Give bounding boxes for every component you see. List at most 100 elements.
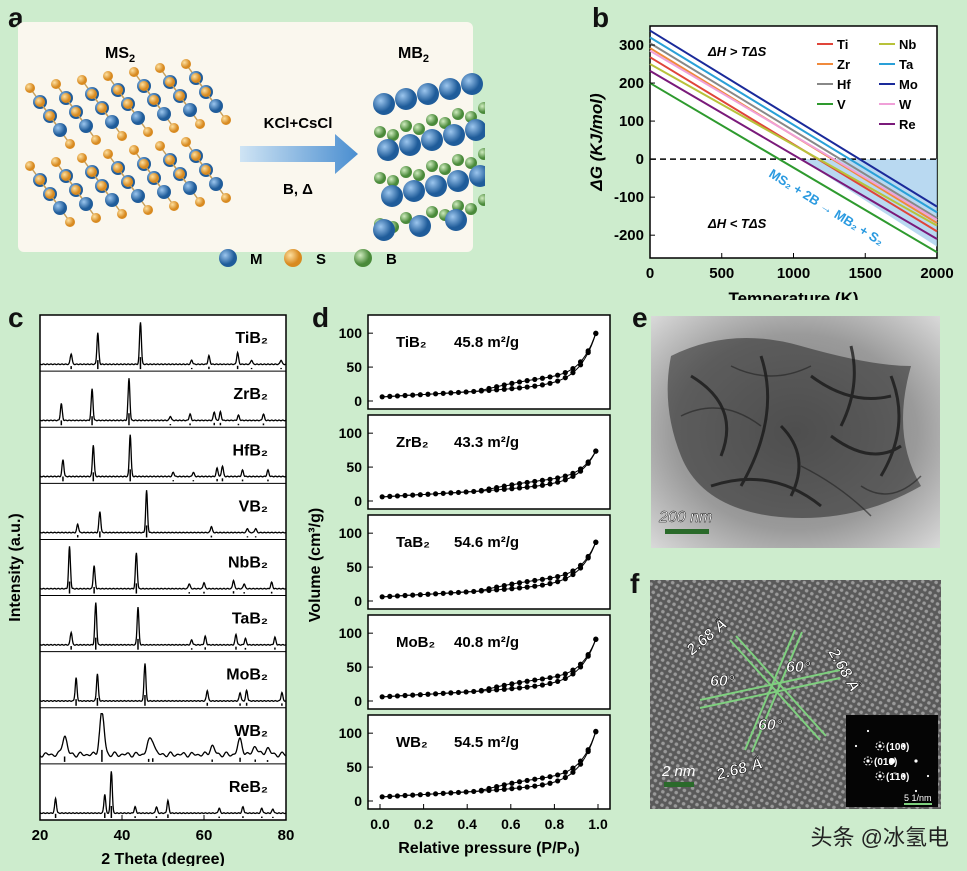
m-atom xyxy=(105,193,119,207)
x-axis-label: Relative pressure (P/P₀) xyxy=(398,840,580,857)
x-tick-label: 0.0 xyxy=(370,816,390,832)
s-atom xyxy=(123,177,133,187)
isotherm-point xyxy=(555,372,561,378)
isotherm-point xyxy=(539,482,546,488)
b-atom xyxy=(387,175,399,187)
m-atom xyxy=(157,107,171,121)
isotherm-point xyxy=(463,389,469,395)
saed-label-100: (100) xyxy=(886,742,909,753)
xrd-trace-reb2 xyxy=(39,771,287,815)
isotherm-point xyxy=(471,788,477,795)
isotherm-point xyxy=(524,584,530,590)
isotherm-point xyxy=(555,673,561,679)
s-atom xyxy=(175,91,185,101)
isotherm-point xyxy=(555,479,561,485)
m-atom xyxy=(465,119,487,141)
b-atom xyxy=(478,148,490,160)
s-atom xyxy=(191,151,201,161)
panel-a: MS2 MB2 KCl+CsCl B, Δ M S B xyxy=(0,22,491,282)
isotherm-point xyxy=(516,480,523,487)
legend-m-label: M xyxy=(250,251,263,268)
isotherm-point xyxy=(547,675,553,681)
y-tick-label: 100 xyxy=(339,625,363,641)
x-tick-label: 0 xyxy=(646,265,654,282)
s-atom xyxy=(51,79,61,89)
bet-chart: 0 50 100 TiB₂ 45.8 m²/g 0 50 100 ZrB₂ 43.3 m²/g 0 5… xyxy=(307,314,611,857)
xrd-label-nbb2: NbB₂ xyxy=(228,555,268,572)
isotherm-point xyxy=(402,492,408,499)
isotherm-point xyxy=(387,593,393,599)
xrd-trace-vb2 xyxy=(39,490,287,534)
isotherm-point xyxy=(509,780,515,786)
mb2-structure xyxy=(373,73,491,241)
isotherm-point xyxy=(532,483,538,489)
x-axis-label: Temperature (K) xyxy=(728,289,858,300)
x-axis-label: 2 Theta (degree) xyxy=(101,851,225,866)
isotherm-point xyxy=(509,785,515,792)
panel-label-d: d xyxy=(312,302,330,333)
xrd-label-vb2: VB₂ xyxy=(239,498,268,515)
series-line-v xyxy=(649,82,938,254)
m-atom xyxy=(209,99,223,113)
surface-area-wb2: 54.5 m²/g xyxy=(454,734,519,751)
m-atom xyxy=(183,103,197,117)
isotherm-point xyxy=(394,793,401,799)
panel-label-b: b xyxy=(592,2,610,33)
xrd-trace-hfb2 xyxy=(39,434,287,478)
s-atom xyxy=(139,81,149,91)
m-atom xyxy=(447,170,469,192)
isotherm-point xyxy=(524,684,530,690)
isotherm-point xyxy=(562,473,568,479)
isotherm-label-tab2: TaB₂ xyxy=(396,534,430,551)
isotherm-point xyxy=(402,392,408,399)
angle-label-3: 60° xyxy=(758,717,783,734)
isotherm-point xyxy=(394,593,401,599)
isotherm-point xyxy=(516,779,523,785)
surface-area-tib2: 45.8 m²/g xyxy=(454,334,519,351)
isotherm-point xyxy=(555,475,561,481)
xrd-trace-mob2 xyxy=(39,663,287,702)
isotherm-point xyxy=(562,671,568,677)
m-atom xyxy=(105,115,119,129)
isotherm-point xyxy=(532,383,538,389)
y-tick-label: 0 xyxy=(636,151,644,168)
legend-label-hf: Hf xyxy=(837,77,851,92)
b-atom xyxy=(439,163,451,175)
b-atom xyxy=(426,160,438,172)
isotherm-point xyxy=(509,380,515,386)
xrd-label-hfb2: HfB₂ xyxy=(232,442,268,459)
m-atom xyxy=(131,111,145,125)
legend-s-swatch xyxy=(284,249,302,267)
isotherm-point xyxy=(425,791,431,797)
isotherm-point xyxy=(471,688,477,695)
isotherm-point xyxy=(532,478,538,485)
m-atom xyxy=(183,181,197,195)
b-atom xyxy=(465,203,477,215)
isotherm-point xyxy=(387,393,393,399)
isotherm-point xyxy=(585,348,591,354)
b-atom xyxy=(452,108,464,120)
reaction-arrow xyxy=(240,134,358,174)
s-atom xyxy=(181,137,191,147)
legend-label-re: Re xyxy=(899,117,916,132)
m-atom xyxy=(421,129,443,151)
xrd-label-reb2: ReB₂ xyxy=(229,779,268,796)
s-atom xyxy=(45,189,55,199)
gibbs-energy-chart: 0 500 1000 1500 20003002001000-100-200Temper… xyxy=(587,25,954,308)
isotherm-point xyxy=(516,385,523,391)
watermark: 头条 @冰氢电 xyxy=(810,825,949,850)
isotherm-point xyxy=(562,370,568,376)
s-atom xyxy=(169,123,179,133)
b-atom xyxy=(400,166,412,178)
legend-b-swatch xyxy=(354,249,372,267)
isotherm-point xyxy=(577,562,584,569)
isotherm-point xyxy=(570,667,576,673)
s-atom xyxy=(103,71,113,81)
xrd-label-wb2: WB₂ xyxy=(234,723,268,740)
isotherm-point xyxy=(577,661,584,667)
s-atom xyxy=(61,171,71,181)
isotherm-point xyxy=(494,384,500,390)
isotherm-point xyxy=(585,553,591,560)
isotherm-point xyxy=(532,583,538,589)
isotherm-point xyxy=(547,476,553,482)
